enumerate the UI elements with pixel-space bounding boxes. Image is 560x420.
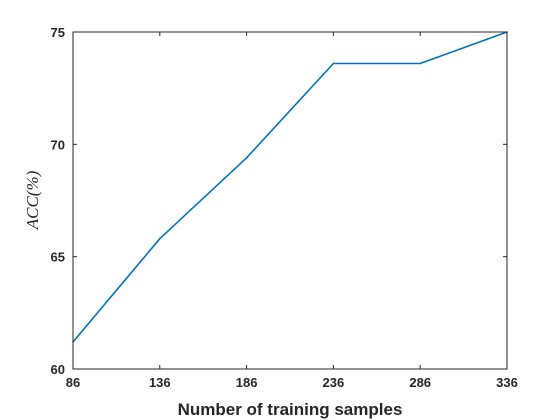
x-axis-label: Number of training samples xyxy=(178,400,403,419)
plot-background xyxy=(73,32,507,369)
y-axis-label: ACC(%) xyxy=(23,170,42,230)
y-tick-label: 65 xyxy=(51,250,65,265)
x-tick-label: 86 xyxy=(66,375,80,390)
data-point xyxy=(332,62,335,65)
series-line xyxy=(72,31,508,343)
y-tick-label: 75 xyxy=(51,25,65,40)
x-tick-label: 286 xyxy=(409,375,431,390)
x-tick-label: 136 xyxy=(149,375,171,390)
x-tick-label: 236 xyxy=(323,375,345,390)
axes-box xyxy=(72,31,508,370)
x-tick-label: 336 xyxy=(496,375,518,390)
x-tick-label: 186 xyxy=(236,375,258,390)
y-tick-label: 60 xyxy=(51,362,65,377)
data-point xyxy=(419,62,422,65)
data-point xyxy=(159,237,161,240)
y-tick-label: 70 xyxy=(51,137,65,152)
data-point xyxy=(245,157,248,159)
